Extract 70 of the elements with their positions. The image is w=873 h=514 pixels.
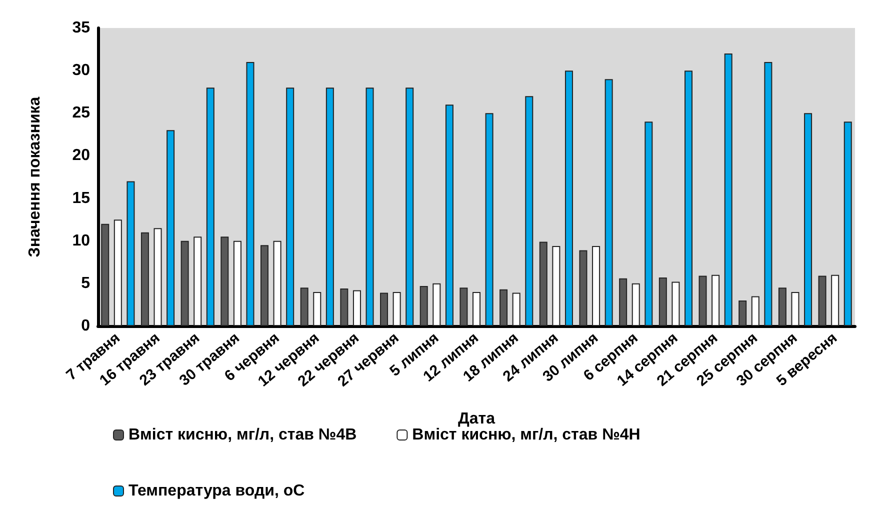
bar — [512, 292, 520, 326]
bar — [485, 113, 494, 326]
bar — [564, 70, 573, 326]
bar — [313, 292, 322, 326]
bar — [246, 62, 254, 326]
bar — [552, 246, 560, 326]
bar — [818, 276, 826, 326]
y-tick-label: 10 — [72, 232, 90, 250]
bar — [233, 240, 242, 326]
bar — [114, 220, 122, 326]
bar — [698, 276, 707, 326]
bar — [220, 236, 229, 326]
bar — [286, 88, 294, 326]
bar — [684, 70, 693, 326]
bar — [194, 236, 202, 326]
bar — [831, 274, 840, 326]
bar — [380, 292, 388, 326]
y-tick-label: 5 — [81, 274, 90, 292]
y-tick-label: 30 — [72, 62, 90, 80]
bar — [525, 96, 534, 326]
bar — [472, 292, 480, 326]
bar — [340, 288, 348, 326]
bar — [406, 88, 414, 326]
legend-label: Температура води, оС — [128, 482, 306, 500]
bar — [126, 181, 135, 326]
bar — [804, 113, 812, 326]
y-tick-label: 20 — [72, 147, 90, 164]
y-tick-label: 35 — [72, 20, 90, 36]
bar — [712, 274, 720, 326]
bar — [420, 286, 428, 326]
bar — [644, 122, 653, 326]
bar — [273, 240, 282, 326]
bar — [579, 250, 588, 326]
bar — [751, 296, 760, 326]
bar — [180, 240, 189, 326]
bar — [392, 292, 401, 326]
bar — [500, 289, 508, 326]
bar — [154, 228, 162, 326]
legend-label: Вміст кисню, мг/л, став №4Н — [412, 426, 640, 444]
bar — [206, 88, 214, 326]
bar — [738, 300, 747, 326]
y-tick-label: 25 — [72, 104, 90, 122]
bar — [778, 288, 786, 326]
bar — [101, 224, 110, 326]
y-tick-label: 0 — [81, 318, 90, 334]
bar — [366, 88, 374, 326]
bar — [632, 283, 640, 326]
legend-label: Вміст кисню, мг/л, став №4В — [128, 426, 357, 444]
bar — [300, 288, 308, 326]
bar — [619, 278, 628, 326]
bar — [658, 277, 667, 326]
bar — [592, 246, 600, 326]
bar — [445, 104, 454, 326]
bar — [672, 282, 680, 326]
bar — [724, 54, 732, 326]
bar — [260, 245, 268, 326]
bar — [352, 290, 361, 326]
bar — [140, 232, 149, 326]
x-axis-title: Дата — [458, 410, 496, 428]
bar — [764, 62, 772, 326]
y-tick-label: 15 — [72, 190, 90, 207]
y-axis-title: Значення показника — [26, 96, 44, 258]
bar — [326, 88, 334, 326]
bar — [539, 242, 548, 326]
bar — [432, 283, 441, 326]
bar — [460, 288, 468, 326]
bar — [844, 122, 852, 326]
bar — [791, 292, 800, 326]
bar — [166, 130, 175, 326]
bar — [604, 79, 613, 326]
